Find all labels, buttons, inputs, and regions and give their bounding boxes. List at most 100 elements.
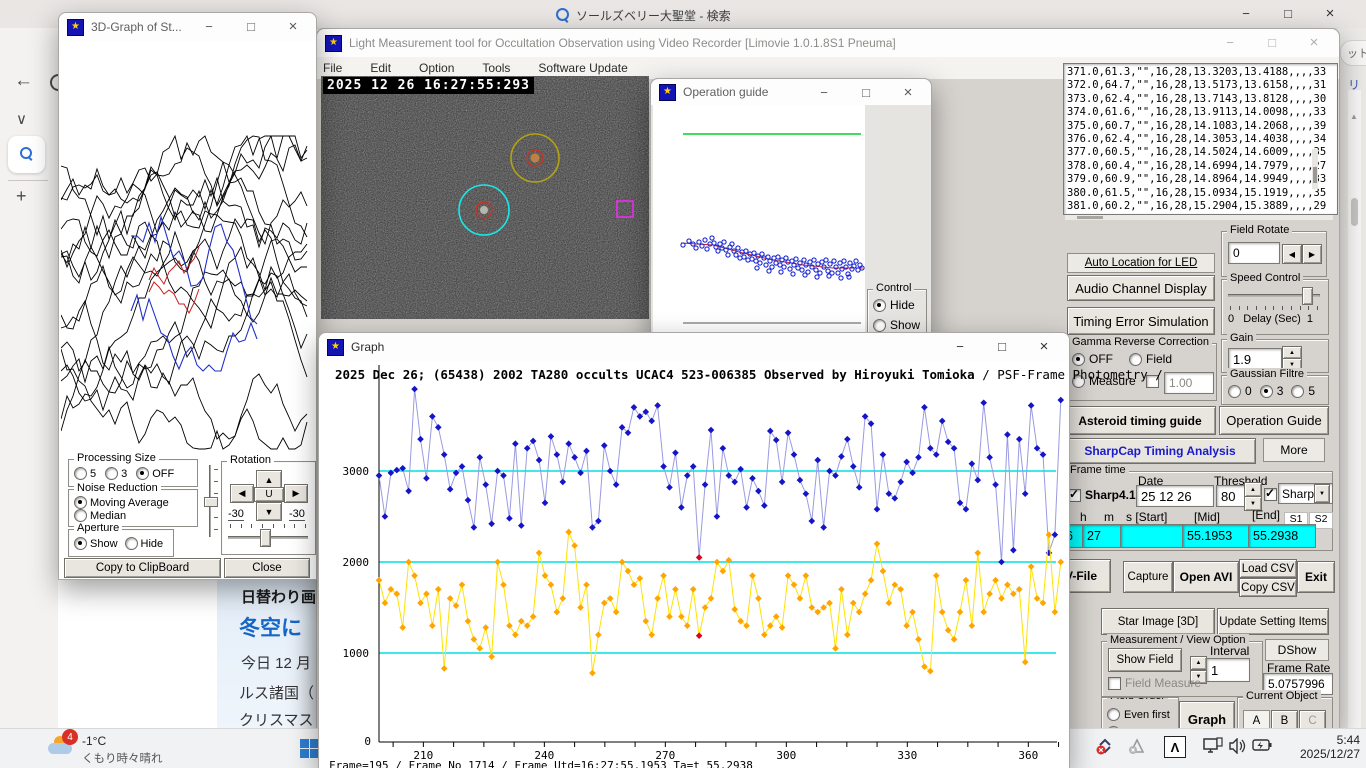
show-field-button[interactable]: Show Field <box>1108 648 1182 672</box>
gamma-off-radio[interactable] <box>1072 352 1085 366</box>
graph-window[interactable]: ★ Graph − □ × 2025 Dec 26; (65438) 2002 … <box>318 332 1163 768</box>
gamma-measure-radio[interactable] <box>1072 374 1085 388</box>
field-measure-checkbox[interactable] <box>1108 676 1121 690</box>
median-radio[interactable] <box>74 509 87 522</box>
rotate-down-button[interactable]: ▼ <box>256 502 282 521</box>
show-radio[interactable] <box>873 318 886 332</box>
rotate-right-button[interactable]: ▶ <box>284 484 308 503</box>
operation-guide-window[interactable]: ★ Operation guide − □ × Control Hide Sho… <box>650 78 932 342</box>
browser-restore-button[interactable]: □ <box>1284 5 1292 21</box>
object-b-button[interactable]: B <box>1271 710 1298 732</box>
sidebar-search-button[interactable] <box>8 136 45 173</box>
size-3-radio[interactable] <box>105 467 119 480</box>
date-input[interactable]: 25 12 26 <box>1136 485 1214 507</box>
scroll-up-icon[interactable]: ▲ <box>1350 112 1358 121</box>
browser-close-button[interactable]: × <box>1325 4 1335 22</box>
limovie-minimize-button[interactable]: − <box>1226 34 1234 50</box>
limovie-close-button[interactable]: × <box>1309 33 1319 51</box>
tray-lambda-icon[interactable]: Λ <box>1164 736 1186 758</box>
gaussian-5-radio[interactable] <box>1291 384 1305 398</box>
scrollbar-thumb[interactable] <box>1351 198 1358 226</box>
measurement-data[interactable]: 371.0,61.3,"",16,28,13.3203,13.4188,,,,3… <box>1063 63 1338 215</box>
weather-widget[interactable]: 4 -1°C くもり時々晴れ <box>40 729 210 767</box>
gaussian-0-radio[interactable] <box>1228 384 1241 398</box>
auto-location-button[interactable]: Auto Location for LED <box>1067 253 1215 273</box>
audio-channel-button[interactable]: Audio Channel Display <box>1067 275 1215 301</box>
gain-input[interactable]: 1.9 <box>1228 348 1282 370</box>
threshold-down-button[interactable]: ▼ <box>1244 496 1262 511</box>
back-icon[interactable]: ← <box>14 70 33 91</box>
gamma-value-input[interactable]: 1.00 <box>1164 372 1214 394</box>
graph-close-button[interactable]: × <box>1039 337 1049 355</box>
limovie-maximize-button[interactable]: □ <box>1268 34 1276 50</box>
gamma-checkbox[interactable] <box>1145 374 1159 388</box>
size-5-radio[interactable] <box>74 467 87 480</box>
chevron-down-icon[interactable]: ∨ <box>16 111 27 128</box>
opguide-minimize-button[interactable]: − <box>820 84 828 100</box>
sharpcap-button[interactable]: SharpCap Timing Analysis <box>1064 438 1256 464</box>
capture-button[interactable]: Capture <box>1123 561 1173 593</box>
graph-titlebar[interactable]: ★ Graph <box>319 333 1069 361</box>
update-items-button[interactable]: Update Setting Items <box>1217 608 1329 635</box>
menu-edit[interactable]: Edit <box>370 61 392 75</box>
mid-field[interactable]: 55.1953 <box>1182 524 1250 548</box>
close-button[interactable]: Close <box>224 558 310 578</box>
graph3d-close-button[interactable]: × <box>288 17 298 35</box>
gaussian-3-radio[interactable] <box>1259 384 1273 398</box>
gain-up-button[interactable]: ▲ <box>1282 346 1302 359</box>
speed-slider-thumb[interactable] <box>1302 287 1313 305</box>
browser-tab-title[interactable]: ソールズベリー大聖堂 - 検索 <box>576 9 731 23</box>
copy-csv-button[interactable]: Copy CSV <box>1239 578 1297 597</box>
start-field[interactable] <box>1120 524 1184 548</box>
rotate-up-button[interactable]: ▲ <box>256 470 282 489</box>
graph-minimize-button[interactable]: − <box>956 338 964 354</box>
measurement-hscrollbar[interactable] <box>1065 215 1333 220</box>
news-title[interactable]: 冬空に <box>239 617 302 640</box>
opguide-close-button[interactable]: × <box>903 83 913 101</box>
operation-guide-titlebar[interactable]: ★ Operation guide <box>651 79 931 105</box>
browser-scrollbar[interactable]: ▲ <box>1348 90 1361 750</box>
timing-error-button[interactable]: Timing Error Simulation <box>1067 307 1215 335</box>
open-avi-button[interactable]: Open AVI <box>1173 561 1239 593</box>
exit-button[interactable]: Exit <box>1297 561 1335 593</box>
menu-file[interactable]: File <box>323 61 343 75</box>
more-button[interactable]: More <box>1263 438 1325 462</box>
menu-option[interactable]: Option <box>419 61 455 75</box>
start-button[interactable] <box>300 739 319 758</box>
copy-clipboard-button[interactable]: Copy to ClipBoard <box>64 558 221 578</box>
clock[interactable]: 5:44 2025/12/27 <box>1284 733 1360 765</box>
browser-minimize-button[interactable]: − <box>1242 5 1250 21</box>
tray-display-icon[interactable] <box>1203 737 1223 755</box>
aperture-show-radio[interactable] <box>74 537 87 550</box>
interval-input[interactable]: 1 <box>1206 658 1250 682</box>
moving-average-radio[interactable] <box>74 496 87 509</box>
graph3d-minimize-button[interactable]: − <box>205 18 213 34</box>
graph3d-window[interactable]: ★ 3D-Graph of St... − □ × Processing Siz… <box>58 12 317 580</box>
add-icon[interactable]: + <box>16 186 27 206</box>
field-rotate-input[interactable]: 0 <box>1228 242 1280 264</box>
threshold-input[interactable]: 80 <box>1216 485 1246 507</box>
threshold-up-button[interactable]: ▲ <box>1244 482 1262 497</box>
zoom-slider[interactable] <box>202 465 218 537</box>
zoom-slider-thumb[interactable] <box>204 497 218 507</box>
interval-up-button[interactable]: ▲ <box>1190 656 1207 670</box>
aperture-hide-radio[interactable] <box>124 537 138 550</box>
sharp-dropdown-button[interactable]: ▼ <box>1314 484 1330 503</box>
size-off-radio[interactable] <box>136 467 150 480</box>
measurement-scroll-thumb[interactable] <box>1313 167 1317 183</box>
dshow-button[interactable]: DShow <box>1265 639 1329 661</box>
menu-software-update[interactable]: Software Update <box>538 61 628 75</box>
volume-icon[interactable] <box>1229 737 1247 755</box>
asteroid-timing-button[interactable]: Asteroid timing guide <box>1064 406 1216 435</box>
end-field[interactable]: 55.2938 <box>1248 524 1316 548</box>
load-csv-button[interactable]: Load CSV <box>1239 559 1297 578</box>
rotation-slider-thumb[interactable] <box>260 529 271 547</box>
field-rotate-right-button[interactable]: ▶ <box>1302 244 1322 264</box>
gamma-field-radio[interactable] <box>1129 352 1142 366</box>
battery-icon[interactable] <box>1252 739 1272 752</box>
rotate-center-button[interactable]: U <box>254 487 284 502</box>
graph-maximize-button[interactable]: □ <box>998 338 1006 354</box>
measurement-scrollbar[interactable] <box>1312 149 1318 189</box>
rotate-left-button[interactable]: ◀ <box>230 484 254 503</box>
opguide-maximize-button[interactable]: □ <box>862 84 870 100</box>
